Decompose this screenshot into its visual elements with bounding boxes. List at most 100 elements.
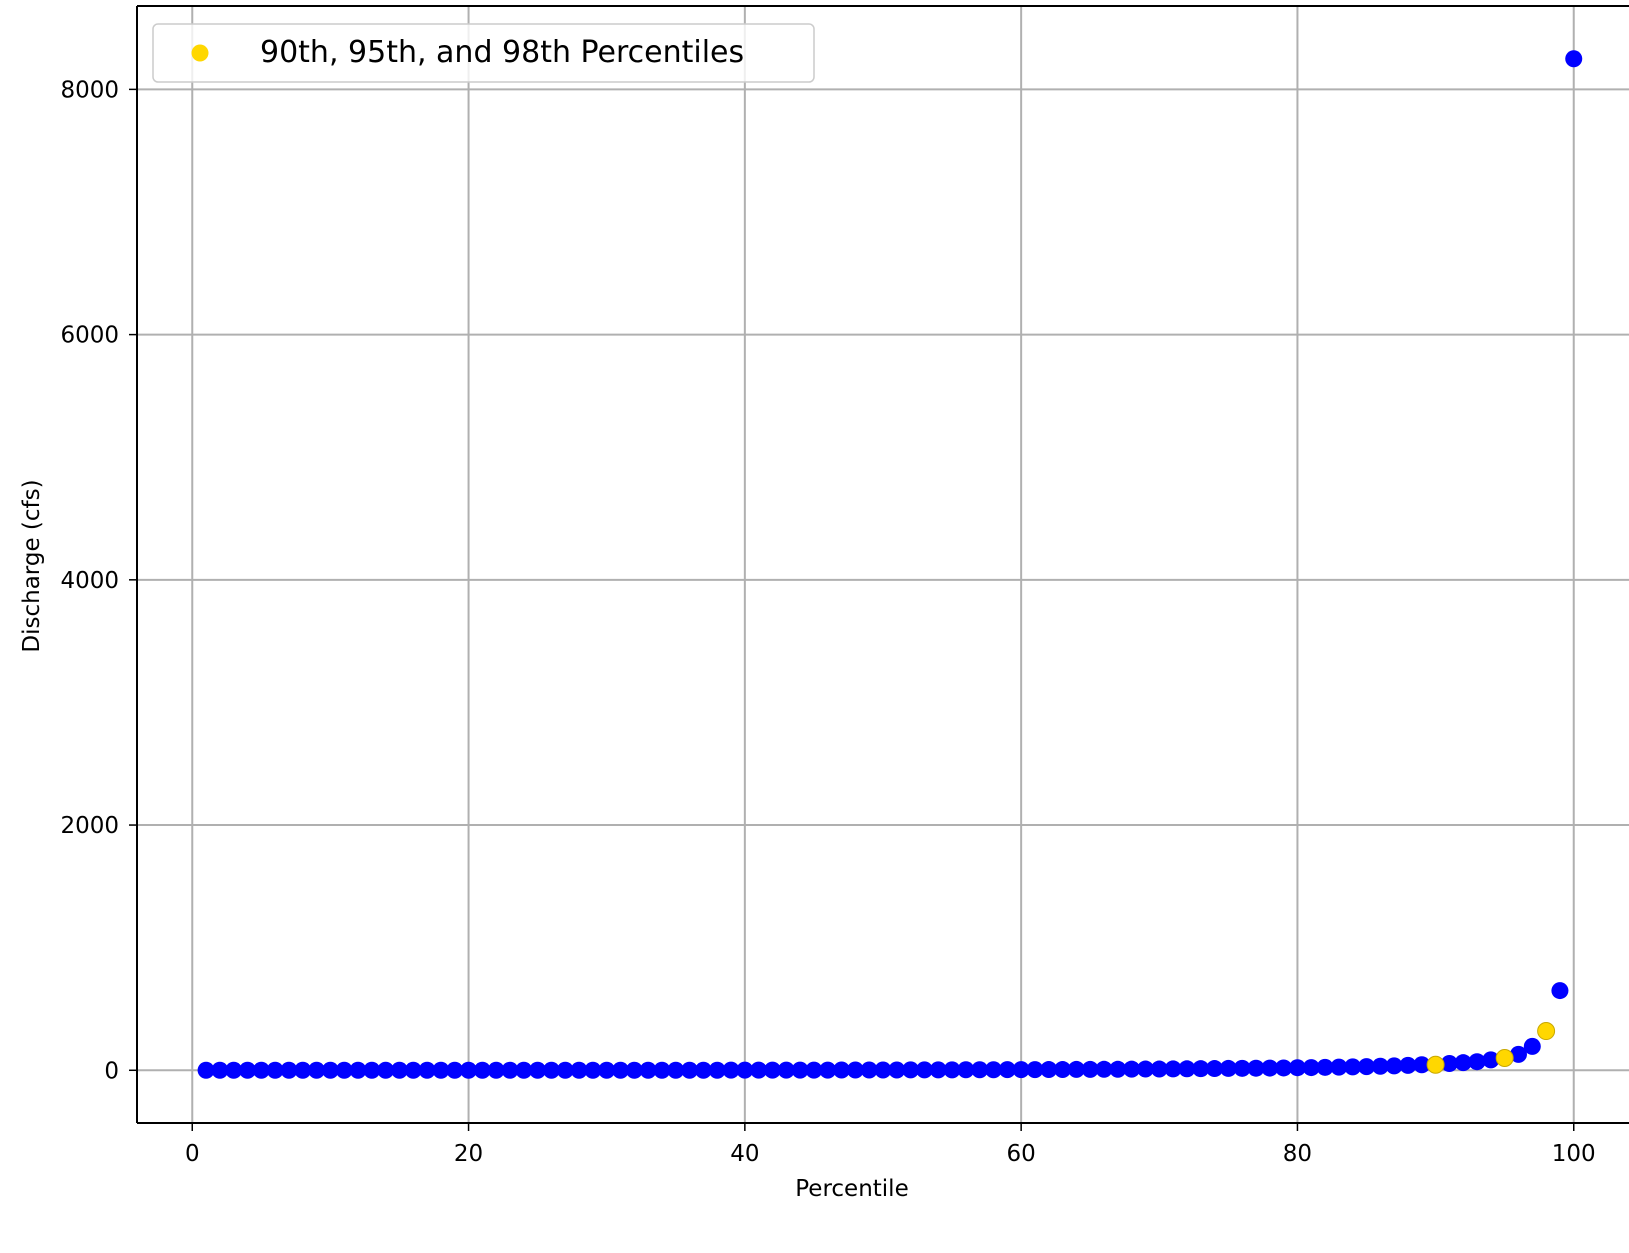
data-point bbox=[1551, 982, 1569, 1000]
y-tick-label: 8000 bbox=[60, 77, 119, 103]
data-point bbox=[957, 1061, 975, 1079]
data-point bbox=[280, 1061, 298, 1079]
data-point bbox=[1413, 1056, 1431, 1074]
grid bbox=[137, 6, 1629, 1123]
data-point bbox=[708, 1061, 726, 1079]
data-point bbox=[667, 1061, 685, 1079]
data-point bbox=[902, 1061, 920, 1079]
data-point bbox=[404, 1061, 422, 1079]
data-point bbox=[1371, 1057, 1389, 1075]
data-point bbox=[1150, 1060, 1168, 1078]
data-point bbox=[1109, 1060, 1127, 1078]
data-point bbox=[1192, 1060, 1210, 1078]
data-point bbox=[239, 1061, 257, 1079]
data-point bbox=[681, 1061, 699, 1079]
data-point bbox=[1454, 1054, 1472, 1072]
data-point bbox=[1482, 1051, 1500, 1069]
legend-marker-highlight bbox=[191, 44, 209, 62]
data-point bbox=[805, 1061, 823, 1079]
data-point bbox=[1206, 1060, 1224, 1078]
data-point bbox=[1344, 1058, 1362, 1076]
data-point bbox=[556, 1061, 574, 1079]
data-point bbox=[612, 1061, 630, 1079]
data-point bbox=[1275, 1059, 1293, 1077]
data-point bbox=[1385, 1057, 1403, 1075]
data-point bbox=[349, 1061, 367, 1079]
data-point bbox=[1330, 1058, 1348, 1076]
data-point bbox=[1178, 1060, 1196, 1078]
x-axis-label: Percentile bbox=[795, 1176, 908, 1202]
data-point bbox=[335, 1061, 353, 1079]
data-point bbox=[777, 1061, 795, 1079]
x-tick-label: 0 bbox=[185, 1141, 200, 1167]
data-point bbox=[943, 1061, 961, 1079]
data-point bbox=[1012, 1061, 1030, 1079]
data-point bbox=[860, 1061, 878, 1079]
data-point bbox=[763, 1061, 781, 1079]
data-point bbox=[432, 1061, 450, 1079]
data-point bbox=[722, 1061, 740, 1079]
data-point bbox=[625, 1061, 643, 1079]
data-point bbox=[446, 1061, 464, 1079]
data-point bbox=[598, 1061, 616, 1079]
data-point bbox=[750, 1061, 768, 1079]
data-point bbox=[1233, 1059, 1251, 1077]
data-point bbox=[1316, 1058, 1334, 1076]
data-point bbox=[874, 1061, 892, 1079]
data-point bbox=[266, 1061, 284, 1079]
data-point bbox=[377, 1061, 395, 1079]
highlight-point bbox=[1537, 1022, 1556, 1041]
data-point bbox=[1095, 1060, 1113, 1078]
data-point bbox=[1136, 1060, 1154, 1078]
data-point bbox=[1523, 1037, 1541, 1055]
highlight-point bbox=[1426, 1055, 1445, 1074]
highlight-point bbox=[1495, 1049, 1514, 1068]
data-point bbox=[570, 1061, 588, 1079]
data-point bbox=[1026, 1061, 1044, 1079]
data-point bbox=[985, 1061, 1003, 1079]
data-point bbox=[1054, 1061, 1072, 1079]
data-point bbox=[1081, 1060, 1099, 1078]
legend: 90th, 95th, and 98th Percentiles bbox=[152, 23, 815, 83]
y-axis-label: Discharge (cfs) bbox=[19, 479, 45, 652]
legend-label-highlight: 90th, 95th, and 98th Percentiles bbox=[260, 35, 744, 70]
data-point bbox=[321, 1061, 339, 1079]
y-tick-label: 4000 bbox=[60, 568, 119, 594]
data-point bbox=[252, 1061, 270, 1079]
data-point bbox=[736, 1061, 754, 1079]
x-tick-label: 100 bbox=[1552, 1141, 1596, 1167]
data-point bbox=[529, 1061, 547, 1079]
data-point bbox=[1288, 1059, 1306, 1077]
data-point bbox=[1399, 1056, 1417, 1074]
data-point bbox=[584, 1061, 602, 1079]
data-point bbox=[1040, 1061, 1058, 1079]
data-point bbox=[294, 1061, 312, 1079]
data-points bbox=[197, 50, 1583, 1079]
data-point bbox=[653, 1061, 671, 1079]
x-tick-label: 20 bbox=[454, 1141, 483, 1167]
data-point bbox=[639, 1061, 657, 1079]
y-tick-label: 6000 bbox=[60, 323, 119, 349]
data-point bbox=[308, 1061, 326, 1079]
data-point bbox=[1164, 1060, 1182, 1078]
data-point bbox=[1509, 1045, 1527, 1063]
data-point bbox=[888, 1061, 906, 1079]
x-tick-label: 60 bbox=[1007, 1141, 1036, 1167]
data-point bbox=[1219, 1059, 1237, 1077]
data-point bbox=[1302, 1059, 1320, 1077]
x-tick-label: 40 bbox=[730, 1141, 759, 1167]
data-point bbox=[225, 1061, 243, 1079]
data-point bbox=[542, 1061, 560, 1079]
data-point bbox=[791, 1061, 809, 1079]
data-point bbox=[211, 1061, 229, 1079]
data-point bbox=[1247, 1059, 1265, 1077]
data-point bbox=[846, 1061, 864, 1079]
axes: 0 20 40 60 80 100 0 2000 4000 6000 8000 bbox=[60, 5, 1629, 1167]
data-point bbox=[515, 1061, 533, 1079]
data-point bbox=[1468, 1053, 1486, 1071]
y-tick-label: 2000 bbox=[60, 813, 119, 839]
data-point bbox=[915, 1061, 933, 1079]
data-point bbox=[1067, 1060, 1085, 1078]
